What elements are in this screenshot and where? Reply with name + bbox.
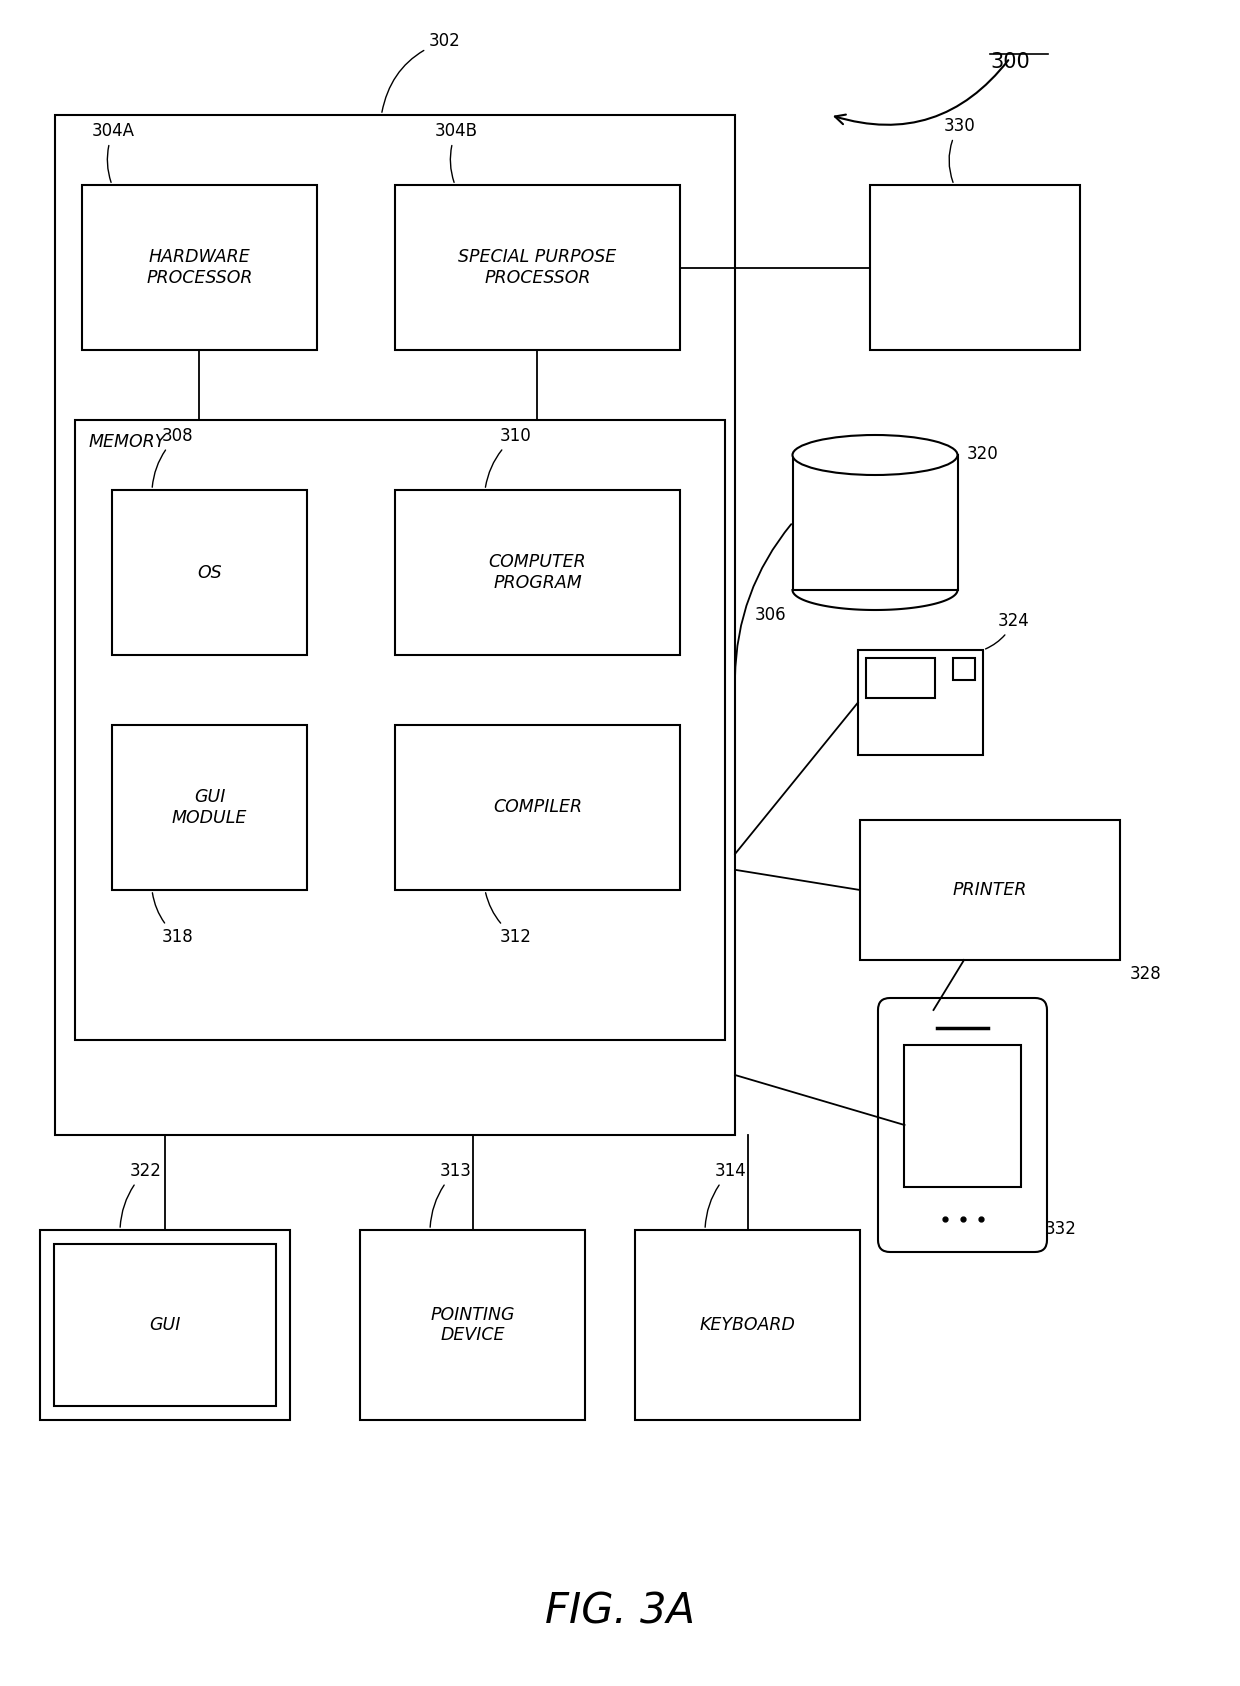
Bar — [82, 185, 317, 351]
Bar — [396, 185, 680, 351]
Text: OS: OS — [197, 563, 222, 582]
Bar — [870, 185, 1080, 351]
Bar — [861, 819, 1120, 959]
Text: 324: 324 — [986, 612, 1029, 649]
Text: 318: 318 — [153, 894, 193, 946]
Text: 308: 308 — [153, 427, 193, 487]
Bar — [396, 725, 680, 890]
Text: 306: 306 — [755, 605, 786, 624]
Text: 328: 328 — [1130, 964, 1162, 983]
Text: GUI
MODULE: GUI MODULE — [172, 787, 247, 826]
Text: KEYBOARD: KEYBOARD — [699, 1317, 795, 1334]
Bar — [360, 1231, 585, 1420]
Text: 332: 332 — [1045, 1221, 1076, 1238]
Text: HARDWARE
PROCESSOR: HARDWARE PROCESSOR — [146, 248, 253, 287]
Bar — [55, 1244, 277, 1406]
Text: 302: 302 — [382, 32, 461, 113]
Text: FIG. 3A: FIG. 3A — [546, 1590, 694, 1632]
Text: 313: 313 — [430, 1162, 472, 1227]
Text: 300: 300 — [990, 52, 1029, 72]
Bar — [112, 491, 308, 654]
Text: COMPILER: COMPILER — [494, 799, 582, 816]
Text: PRINTER: PRINTER — [952, 882, 1027, 899]
Bar — [40, 1231, 290, 1420]
Bar — [794, 455, 959, 590]
Bar — [858, 651, 983, 755]
Text: 320: 320 — [967, 445, 998, 464]
FancyBboxPatch shape — [878, 998, 1047, 1253]
Text: 304B: 304B — [435, 121, 477, 182]
Text: MEMORY: MEMORY — [88, 433, 166, 450]
Bar — [74, 420, 725, 1040]
Text: 310: 310 — [485, 427, 532, 487]
Text: POINTING
DEVICE: POINTING DEVICE — [430, 1305, 515, 1344]
Text: 304A: 304A — [92, 121, 135, 182]
Text: GUI: GUI — [149, 1317, 181, 1334]
Text: SPECIAL PURPOSE
PROCESSOR: SPECIAL PURPOSE PROCESSOR — [459, 248, 616, 287]
Text: 312: 312 — [486, 892, 532, 946]
Bar — [954, 658, 975, 679]
Text: 314: 314 — [706, 1162, 746, 1227]
Bar — [112, 725, 308, 890]
Bar — [55, 115, 735, 1135]
Bar — [635, 1231, 861, 1420]
Bar — [396, 491, 680, 654]
Bar — [866, 658, 935, 698]
Text: COMPUTER
PROGRAM: COMPUTER PROGRAM — [489, 553, 587, 592]
Bar — [904, 1045, 1021, 1187]
Text: 322: 322 — [120, 1162, 162, 1227]
Ellipse shape — [792, 435, 957, 475]
Text: 330: 330 — [944, 116, 975, 182]
